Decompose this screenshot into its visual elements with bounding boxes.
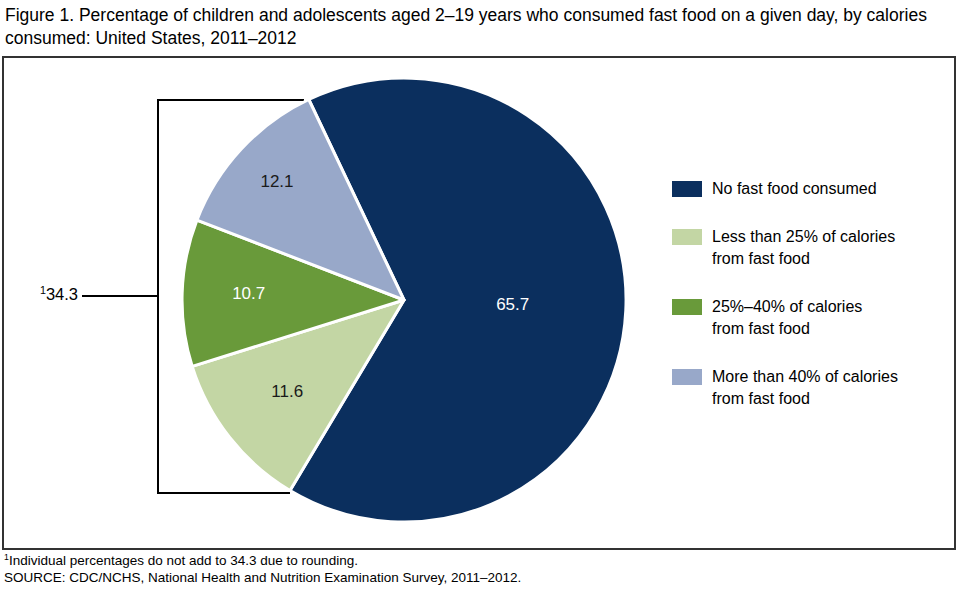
pie-slice-value: 65.7 [496, 295, 529, 314]
legend-label-line2: from fast food [712, 318, 862, 340]
footnote-rounding: 1Individual percentages do not add to 34… [4, 552, 521, 569]
pie-slice-value: 11.6 [271, 382, 303, 401]
legend-label: Less than 25% of calories [712, 226, 895, 248]
legend-label: No fast food consumed [712, 178, 877, 200]
legend-label: More than 40% of calories [712, 366, 898, 388]
legend: No fast food consumed Less than 25% of c… [672, 178, 898, 410]
bracket-total-value: 34.3 [46, 285, 78, 303]
chart-area: 65.7 11.6 10.7 12.1 134.3 No fast food cons… [2, 56, 956, 550]
legend-item-less-than-25: Less than 25% of calories from fast food [672, 226, 898, 270]
legend-label-line2: from fast food [712, 248, 895, 270]
bracket-total-label: 134.3 [16, 285, 78, 304]
legend-swatch [672, 369, 702, 385]
legend-swatch [672, 229, 702, 245]
legend-swatch [672, 299, 702, 315]
figure: Figure 1. Percentage of children and ado… [0, 0, 960, 594]
pie-slice-value: 10.7 [232, 284, 265, 303]
footnote-source: SOURCE: CDC/NCHS, National Health and Nu… [4, 569, 521, 586]
footnotes: 1Individual percentages do not add to 34… [4, 552, 521, 586]
legend-swatch [672, 181, 702, 197]
legend-label-line2: from fast food [712, 388, 898, 410]
figure-title: Figure 1. Percentage of children and ado… [5, 4, 945, 50]
legend-item-25-to-40: 25%–40% of calories from fast food [672, 296, 898, 340]
legend-item-no-fast-food: No fast food consumed [672, 178, 898, 200]
pie-slice-value: 12.1 [260, 172, 293, 191]
legend-item-more-than-40: More than 40% of calories from fast food [672, 366, 898, 410]
legend-label: 25%–40% of calories [712, 296, 862, 318]
